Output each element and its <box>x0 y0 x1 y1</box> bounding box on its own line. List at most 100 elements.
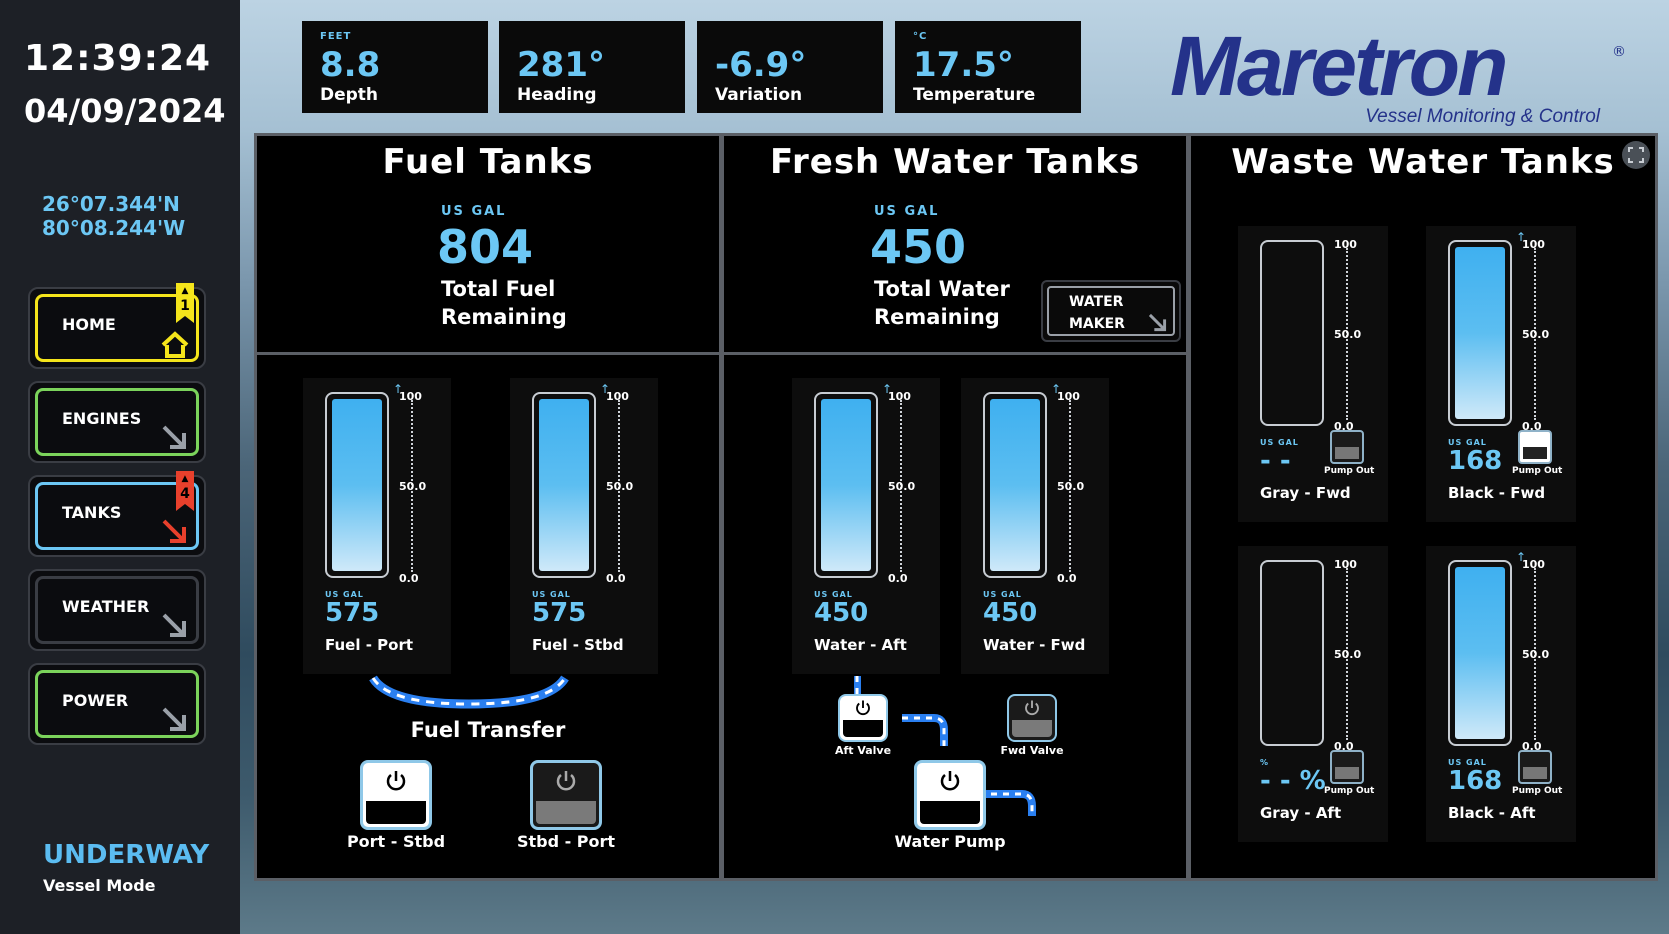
svg-text:▲: ▲ <box>182 474 189 484</box>
scale-top: 100 <box>1334 238 1357 251</box>
fwd-valve-power-button[interactable] <box>1007 694 1057 742</box>
tank-unit: US GAL <box>1448 438 1487 447</box>
nav-home-button[interactable]: HOME ▲ 1 <box>28 283 206 369</box>
arrow-up-icon: ↑ <box>882 382 893 396</box>
arrow-up-icon: ↑ <box>1516 550 1527 564</box>
temperature-label: Temperature <box>913 85 1036 105</box>
tank-scale <box>1346 248 1350 420</box>
water-total: US GAL 450 Total Water Remaining <box>870 204 1010 331</box>
tank-fill <box>1455 247 1505 419</box>
aft-valve-label: Aft Valve <box>834 744 892 757</box>
vessel-mode-value: UNDERWAY <box>43 840 210 870</box>
tank-unit: US GAL <box>1260 438 1299 447</box>
power-icon <box>940 771 960 791</box>
tank-value: 168 <box>1448 446 1503 476</box>
water-total-label-2: Remaining <box>874 305 1000 329</box>
water-pump-power-button[interactable] <box>914 760 986 830</box>
scale-top: 100 <box>399 390 422 403</box>
arrow-down-right-icon <box>162 707 186 731</box>
scale-mid: 50.0 <box>606 480 634 493</box>
pump-out-button[interactable] <box>1330 430 1364 464</box>
nav-weather-label: WEATHER <box>62 597 150 616</box>
tank-unit: US GAL <box>325 590 364 599</box>
scale-top: 100 <box>1522 238 1545 251</box>
scale-top: 100 <box>1522 558 1545 571</box>
arrow-down-right-icon <box>162 425 186 449</box>
fuel-transfer-pipe <box>369 675 569 709</box>
tank-scale <box>1534 568 1538 740</box>
tank-gauge-gray-fwd[interactable]: 100 50.0 0.0 US GAL - - Gray - Fwd Pump … <box>1238 226 1388 522</box>
pump-out-button[interactable] <box>1518 750 1552 784</box>
power-icon <box>386 771 406 791</box>
tank-name: Water - Aft <box>814 636 907 654</box>
arrow-down-right-icon <box>1148 313 1167 332</box>
water-maker-label-1: WATER <box>1069 294 1124 310</box>
depth-unit: FEET <box>320 31 352 42</box>
tank-tube <box>1260 560 1324 746</box>
nav-home-label: HOME <box>62 315 116 334</box>
pump-out-button[interactable] <box>1518 430 1552 464</box>
water-total-label-1: Total Water <box>874 277 1010 301</box>
fwd-valve-label: Fwd Valve <box>1000 744 1064 757</box>
tank-scale <box>618 400 622 572</box>
pump-out-label: Pump Out <box>1512 466 1563 476</box>
alert-badge-icon: ▲ 4 <box>176 471 194 511</box>
fuel-total-label-2: Remaining <box>441 305 567 329</box>
waste-panel-title: Waste Water Tanks <box>1231 142 1615 182</box>
logo-brand: Maretron <box>1170 19 1508 113</box>
water-total-value: 450 <box>870 220 967 274</box>
nav-tanks-button[interactable]: TANKS ▲ 4 <box>28 471 206 557</box>
tank-gauge-water-aft[interactable]: ↑ 100 50.0 0.0 US GAL 450 Water - Aft <box>792 378 940 674</box>
variation-instrument: -6.9° Variation <box>697 21 883 113</box>
pump-out-label: Pump Out <box>1324 466 1375 476</box>
tank-gauge-water-fwd[interactable]: ↑ 100 50.0 0.0 US GAL 450 Water - Fwd <box>961 378 1109 674</box>
svg-text:▲: ▲ <box>182 286 189 296</box>
port-stbd-label: Port - Stbd <box>346 832 446 851</box>
expand-icon[interactable] <box>1621 140 1651 170</box>
nav-engines-button[interactable]: ENGINES <box>28 381 206 463</box>
fuel-total-label-1: Total Fuel <box>441 277 556 301</box>
aft-valve-power-button[interactable] <box>838 694 888 742</box>
fuel-total: US GAL 804 Total Fuel Remaining <box>437 204 567 331</box>
water-maker-button[interactable]: WATER MAKER <box>1041 280 1181 342</box>
nav-weather-button[interactable]: WEATHER <box>28 569 206 651</box>
tank-gauge-black-aft[interactable]: ↑ 100 50.0 0.0 US GAL 168 Black - Aft Pu… <box>1426 546 1576 842</box>
water-total-unit: US GAL <box>874 204 940 219</box>
depth-value: 8.8 <box>320 45 381 85</box>
fuel-tanks-panel: Fuel Tanks US GAL 804 Total Fuel Remaini… <box>254 133 722 881</box>
tank-name: Fuel - Stbd <box>532 636 624 654</box>
arrow-up-icon: ↑ <box>1516 230 1527 244</box>
tank-name: Black - Aft <box>1448 804 1536 822</box>
power-icon <box>1025 700 1039 716</box>
nav-power-button[interactable]: POWER <box>28 663 206 745</box>
tank-name: Black - Fwd <box>1448 484 1546 502</box>
pump-out-button[interactable] <box>1330 750 1364 784</box>
date: 04/09/2024 <box>24 92 226 130</box>
tank-gauge-black-fwd[interactable]: ↑ 100 50.0 0.0 US GAL 168 Black - Fwd Pu… <box>1426 226 1576 522</box>
scale-bottom: 0.0 <box>606 572 626 585</box>
waste-water-panel: Waste Water Tanks 100 50.0 0.0 US GAL - … <box>1188 133 1658 881</box>
svg-text:1: 1 <box>180 298 190 314</box>
tank-tube <box>1448 240 1512 426</box>
scale-mid: 50.0 <box>1522 648 1550 661</box>
divider <box>724 352 1186 355</box>
scale-bottom: 0.0 <box>1057 572 1077 585</box>
tank-value: 450 <box>814 598 869 628</box>
tank-fill <box>821 399 871 571</box>
nav-tanks-label: TANKS <box>62 503 122 522</box>
tank-gauge-fuel-stbd[interactable]: ↑ 100 50.0 0.0 US GAL 575 Fuel - Stbd <box>510 378 658 674</box>
heading-label: Heading <box>517 85 597 105</box>
scale-mid: 50.0 <box>399 480 427 493</box>
tank-gauge-gray-aft[interactable]: 100 50.0 0.0 % - - % Gray - Aft Pump Out <box>1238 546 1388 842</box>
scale-bottom: 0.0 <box>888 572 908 585</box>
depth-label: Depth <box>320 85 379 105</box>
fuel-transfer-title: Fuel Transfer <box>410 718 566 742</box>
arrow-down-right-icon <box>162 519 186 543</box>
stbd-port-power-button[interactable] <box>530 760 602 830</box>
tank-gauge-fuel-port[interactable]: ↑ 100 50.0 0.0 US GAL 575 Fuel - Port <box>303 378 451 674</box>
tank-tube <box>983 392 1047 578</box>
port-stbd-power-button[interactable] <box>360 760 432 830</box>
water-pipe <box>854 676 1036 816</box>
temperature-instrument: °C 17.5° Temperature <box>895 21 1081 113</box>
water-maker-label-2: MAKER <box>1069 316 1125 332</box>
